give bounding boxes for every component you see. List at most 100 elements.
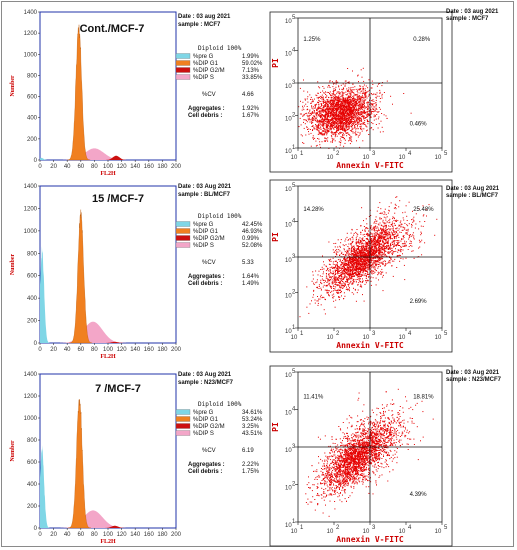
dot-point xyxy=(396,228,398,230)
dot-point xyxy=(352,257,354,259)
legend-label-pre-g: %pre G xyxy=(193,222,214,228)
dot-point xyxy=(383,92,385,93)
dot-point xyxy=(350,104,352,106)
dot-point xyxy=(326,113,328,115)
dot-point xyxy=(351,273,353,275)
dot-point xyxy=(345,132,347,134)
y-tick-label: 400 xyxy=(27,296,38,302)
dot-point xyxy=(327,99,329,101)
dot-point xyxy=(359,242,361,244)
dot-point xyxy=(311,107,313,109)
dot-point xyxy=(363,80,365,82)
dot-point xyxy=(323,134,325,136)
dot-point xyxy=(310,102,312,104)
dot-point xyxy=(358,119,360,120)
dot-point xyxy=(321,141,323,143)
dot-point xyxy=(317,138,319,139)
dot-point xyxy=(385,233,387,235)
dot-point xyxy=(338,118,340,120)
dot-point xyxy=(360,275,362,277)
dot-point xyxy=(414,227,416,229)
dot-point xyxy=(348,268,350,270)
dot-point xyxy=(409,236,411,238)
dot-point xyxy=(340,98,342,100)
dot-point xyxy=(330,110,332,111)
dot-point xyxy=(345,276,347,278)
dot-point xyxy=(308,116,310,118)
dot-point xyxy=(346,258,348,260)
dot-point xyxy=(357,273,359,275)
dot-point xyxy=(340,140,342,142)
cv-label: %CV xyxy=(202,92,216,98)
dot-point xyxy=(321,122,323,123)
dot-point xyxy=(320,133,322,135)
dot-point xyxy=(374,237,376,239)
dot-point xyxy=(350,264,352,266)
dot-point xyxy=(370,249,371,251)
dot-point xyxy=(319,115,321,117)
dot-point xyxy=(380,240,382,241)
dot-point xyxy=(347,99,349,101)
dot-point xyxy=(364,91,366,93)
dot-point xyxy=(321,276,323,277)
dot-point xyxy=(360,233,362,235)
legend-label-g1: %DIP G1 xyxy=(193,229,219,235)
dot-point xyxy=(341,111,343,113)
dot-point xyxy=(359,267,361,269)
dot-point xyxy=(366,238,368,239)
dot-point xyxy=(331,100,332,101)
dot-point xyxy=(355,128,357,130)
dot-point xyxy=(322,96,324,98)
dot-point xyxy=(339,107,341,109)
dot-point xyxy=(332,113,334,115)
dot-point xyxy=(373,106,375,108)
dot-point xyxy=(323,282,325,284)
dot-point xyxy=(342,105,344,107)
dot-point xyxy=(359,276,361,278)
dot-point xyxy=(343,138,345,140)
dot-point xyxy=(343,102,345,104)
dot-point xyxy=(384,253,386,255)
dot-point xyxy=(392,216,394,218)
dot-point xyxy=(352,264,354,266)
dot-point xyxy=(372,104,374,106)
dot-point xyxy=(370,239,372,241)
dot-point xyxy=(409,243,411,245)
dot-point xyxy=(368,103,370,105)
dot-point xyxy=(334,132,336,134)
x-tick-label: 200 xyxy=(171,347,182,353)
dot-point xyxy=(352,251,354,252)
dot-point xyxy=(346,114,348,116)
dot-point xyxy=(366,247,368,249)
dot-point xyxy=(376,233,378,235)
dot-point xyxy=(340,118,342,119)
dot-point xyxy=(346,107,347,108)
dot-point xyxy=(357,289,359,291)
dot-point xyxy=(373,255,375,257)
dot-point xyxy=(375,265,377,267)
dot-point xyxy=(313,127,315,129)
dot-point xyxy=(352,271,354,273)
dot-point xyxy=(351,136,353,138)
dot-point xyxy=(350,103,352,105)
dot-point xyxy=(343,277,345,279)
dot-point xyxy=(343,123,345,125)
dot-point xyxy=(354,132,356,134)
dot-point xyxy=(348,133,350,135)
dot-point xyxy=(377,251,379,253)
dot-point xyxy=(321,105,323,107)
dot-point xyxy=(339,118,341,120)
dot-point xyxy=(336,122,338,124)
dot-point xyxy=(360,255,362,256)
x-tick-label: 120 xyxy=(117,164,128,170)
dot-point xyxy=(319,132,321,134)
dot-point xyxy=(318,97,320,98)
dot-point xyxy=(394,240,396,242)
dot-point xyxy=(363,258,365,260)
dot-point xyxy=(343,92,345,94)
dot-point xyxy=(346,288,348,290)
dot-point xyxy=(360,126,362,128)
dot-point xyxy=(339,132,341,134)
dot-point xyxy=(388,220,390,221)
dot-point xyxy=(333,103,334,105)
